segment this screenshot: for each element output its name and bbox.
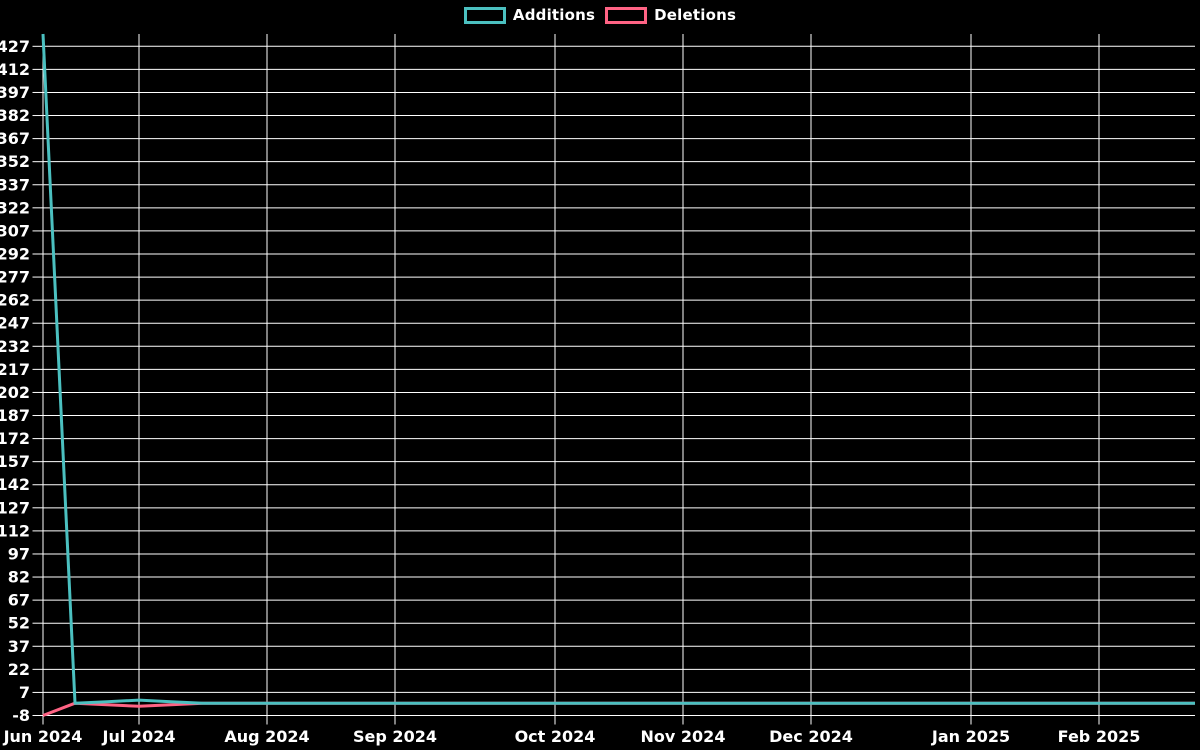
y-tick-label: 22: [8, 660, 30, 679]
y-tick-label: 397: [0, 83, 30, 102]
y-tick-label: 52: [8, 614, 30, 633]
y-tick-label: 127: [0, 498, 30, 517]
x-tick-label: Jun 2024: [3, 727, 83, 746]
legend-label-deletions: Deletions: [654, 6, 737, 24]
legend-item-additions[interactable]: Additions: [463, 6, 596, 24]
y-tick-label: 142: [0, 475, 30, 494]
y-tick-label: 232: [0, 337, 30, 356]
legend-item-deletions[interactable]: Deletions: [605, 6, 736, 24]
y-tick-label: 217: [0, 360, 30, 379]
x-tick-label: Nov 2024: [641, 727, 726, 746]
y-tick-label: 337: [0, 175, 30, 194]
y-tick-label: 202: [0, 383, 30, 402]
x-tick-label: Feb 2025: [1058, 727, 1141, 746]
series-line-additions: [41, 33, 1195, 705]
deletions-swatch-icon: [605, 6, 648, 24]
y-tick-label: 382: [0, 106, 30, 125]
y-tick-label: 97: [8, 544, 30, 563]
y-tick-label: 172: [0, 429, 30, 448]
y-tick-label: 112: [0, 521, 30, 540]
y-tick-label: 367: [0, 129, 30, 148]
y-tick-label: 322: [0, 198, 30, 217]
y-tick-label: 187: [0, 406, 30, 425]
y-tick-label: 412: [0, 60, 30, 79]
chart-legend: Additions Deletions: [0, 6, 1200, 24]
x-tick-label: Sep 2024: [353, 727, 437, 746]
y-tick-label: 157: [0, 452, 30, 471]
x-tick-label: Jul 2024: [102, 727, 176, 746]
y-tick-label: 82: [8, 568, 30, 587]
y-tick-label: 307: [0, 221, 30, 240]
legend-label-additions: Additions: [512, 6, 596, 24]
y-tick-label: 67: [8, 591, 30, 610]
y-tick-label: 7: [19, 683, 30, 702]
additions-swatch-icon: [463, 6, 506, 24]
y-tick-label: 352: [0, 152, 30, 171]
y-tick-label: 247: [0, 314, 30, 333]
y-tick-label: 277: [0, 268, 30, 287]
y-tick-label: 427: [0, 37, 30, 56]
series-line-deletions: [42, 701, 1195, 717]
y-tick-label: 37: [8, 637, 30, 656]
y-tick-label: -8: [12, 706, 30, 725]
x-tick-label: Dec 2024: [769, 727, 853, 746]
x-tick-label: Oct 2024: [515, 727, 596, 746]
x-tick-label: Jan 2025: [931, 727, 1010, 746]
y-tick-label: 262: [0, 291, 30, 310]
y-tick-label: 292: [0, 244, 30, 263]
x-tick-label: Aug 2024: [224, 727, 309, 746]
